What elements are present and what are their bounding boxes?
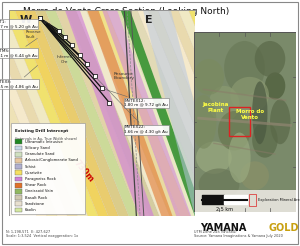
Ellipse shape (218, 111, 250, 151)
Polygon shape (35, 10, 129, 216)
Text: W: W (20, 15, 32, 25)
Bar (15, 152, 22, 156)
Text: Reverse
Fault: Reverse Fault (26, 30, 41, 39)
Text: Sandstone: Sandstone (25, 202, 45, 206)
Text: Arkosic/Conglomerate Sand: Arkosic/Conglomerate Sand (25, 158, 78, 162)
Polygon shape (25, 10, 119, 216)
Ellipse shape (270, 99, 290, 144)
Text: Morro do Vento Cross Section (Looking North): Morro do Vento Cross Section (Looking No… (23, 7, 229, 16)
Bar (229, 108, 250, 136)
Polygon shape (158, 10, 252, 216)
Text: MVTEX22:
1.66 m @ 4.30 g/t Au: MVTEX22: 1.66 m @ 4.30 g/t Au (97, 78, 168, 134)
Text: Basalt Rock: Basalt Rock (25, 196, 47, 200)
Ellipse shape (255, 41, 285, 77)
Text: N: 1,198,571  E: 427,627
Scale: 1:3,524  Vertical exaggeration: 1x: N: 1,198,571 E: 427,627 Scale: 1:3,524 V… (6, 230, 78, 238)
Text: YAMANA: YAMANA (200, 223, 246, 233)
Bar (15, 158, 22, 163)
Text: Schist: Schist (25, 165, 36, 169)
Text: MVTEX12:
1.80 m @ 9.72 g/t Au: MVTEX12: 1.80 m @ 9.72 g/t Au (105, 89, 168, 107)
Text: Ultramafic Intrusive: Ultramafic Intrusive (25, 140, 62, 144)
Text: Jacobina
Plant: Jacobina Plant (203, 102, 229, 113)
Polygon shape (148, 10, 242, 216)
Text: Shear Rock: Shear Rock (25, 183, 46, 187)
Text: Quartzite: Quartzite (25, 171, 43, 175)
Polygon shape (127, 10, 221, 216)
Ellipse shape (228, 133, 250, 183)
Polygon shape (168, 10, 262, 216)
Polygon shape (121, 10, 204, 216)
Text: (Intervals in Au, True Width shown): (Intervals in Au, True Width shown) (15, 137, 77, 141)
Ellipse shape (194, 59, 224, 95)
Polygon shape (0, 10, 57, 216)
Polygon shape (209, 10, 300, 216)
Polygon shape (117, 10, 211, 216)
Ellipse shape (230, 77, 269, 113)
Text: Paragneiss Rock: Paragneiss Rock (25, 177, 56, 181)
Ellipse shape (196, 141, 232, 174)
Bar (15, 201, 22, 206)
Bar (15, 195, 22, 200)
Text: GOLD: GOLD (268, 223, 299, 233)
Polygon shape (87, 10, 173, 216)
Text: Morro do
Vento: Morro do Vento (236, 109, 264, 120)
Bar (15, 183, 22, 187)
Ellipse shape (209, 86, 239, 122)
Polygon shape (137, 10, 231, 216)
Text: UTM Zone 24S (WGS84)
Source: Yamana Imaginations & Yamana July 2020: UTM Zone 24S (WGS84) Source: Yamana Imag… (194, 230, 282, 238)
Bar (15, 170, 22, 175)
Ellipse shape (252, 122, 278, 158)
Text: Resource
Boundary: Resource Boundary (113, 72, 134, 80)
Bar (249, 194, 256, 206)
Ellipse shape (191, 95, 217, 149)
Bar (15, 189, 22, 194)
Text: 2.5 km: 2.5 km (216, 207, 232, 212)
Bar (11, 123, 85, 215)
Bar (194, 190, 296, 212)
Bar (15, 177, 22, 181)
Text: Exploration Mineral Area: Exploration Mineral Area (258, 198, 300, 202)
Text: Inferred
Ore: Inferred Ore (57, 55, 73, 64)
Text: Silicary Sand: Silicary Sand (25, 146, 50, 150)
Text: MVTEX8:
2.65 m @ 4.86 g/t Au: MVTEX8: 2.65 m @ 4.86 g/t Au (0, 65, 38, 89)
Polygon shape (0, 10, 47, 216)
Polygon shape (56, 10, 149, 216)
Polygon shape (178, 10, 272, 216)
Polygon shape (102, 10, 191, 216)
Polygon shape (15, 10, 109, 216)
Ellipse shape (199, 169, 239, 201)
Text: 730m: 730m (72, 158, 95, 184)
Polygon shape (86, 10, 180, 216)
Ellipse shape (224, 41, 265, 95)
Text: Granulate Sand: Granulate Sand (25, 152, 54, 156)
Polygon shape (143, 10, 223, 216)
Polygon shape (0, 10, 68, 216)
Text: Existing Drill Intercept: Existing Drill Intercept (15, 129, 68, 133)
Ellipse shape (240, 161, 269, 190)
Bar (15, 146, 22, 150)
Polygon shape (0, 10, 78, 216)
Ellipse shape (265, 72, 285, 99)
Bar (15, 164, 22, 169)
Polygon shape (106, 10, 201, 216)
Polygon shape (66, 10, 160, 216)
Text: Gneissoid Vein: Gneissoid Vein (25, 189, 53, 193)
Polygon shape (65, 10, 154, 216)
Text: Kaolin: Kaolin (25, 208, 36, 212)
Polygon shape (45, 10, 139, 216)
Polygon shape (0, 10, 88, 216)
Polygon shape (188, 10, 282, 216)
Text: MVT1:
1.17 m @ 5.20 g/t Au: MVT1: 1.17 m @ 5.20 g/t Au (0, 18, 40, 29)
Ellipse shape (252, 81, 268, 144)
Bar (15, 208, 22, 212)
Polygon shape (199, 10, 293, 216)
Bar (15, 139, 22, 144)
Polygon shape (96, 10, 190, 216)
Text: MVTMS:
5.61 m @ 6.44 g/t Au: MVTMS: 5.61 m @ 6.44 g/t Au (0, 38, 38, 58)
Polygon shape (76, 10, 170, 216)
Text: E: E (145, 15, 152, 25)
Polygon shape (4, 10, 98, 216)
